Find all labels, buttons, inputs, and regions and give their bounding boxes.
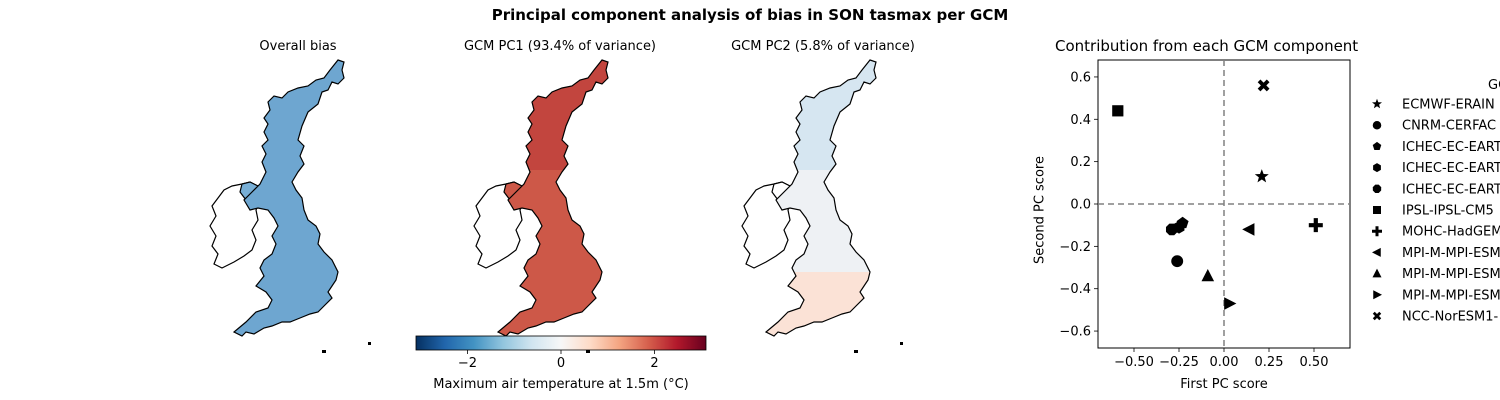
plus-icon [1308,218,1323,233]
legend-label-6: IPSL-IPSL-CM5 [1402,204,1494,219]
legend-label-4: ICHEC-EC-EART [1402,161,1500,176]
legend-marker-9 [1372,268,1382,278]
legend-marker-6 [1373,206,1381,214]
triangle-left-icon [1372,247,1381,257]
triangle-right-icon [1224,297,1237,310]
star-icon [1372,98,1382,109]
y-tick-label: 0.2 [1070,155,1091,170]
star-icon [1254,169,1269,183]
figure-title: Principal component analysis of bias in … [491,6,1009,24]
hexagon-icon [1373,163,1381,173]
island-dot [854,350,858,353]
legend-marker-10 [1373,290,1382,300]
x-tick-label: −0.50 [1114,355,1154,370]
island-dot [368,342,371,345]
legend-title: GC [1488,78,1500,93]
legend-label-2: CNRM-CERFAC [1402,119,1496,134]
x-tick-label: 0.25 [1255,355,1284,370]
legend-marker-3 [1372,141,1382,151]
x-icon [1257,79,1270,92]
data-point-6 [1112,105,1124,117]
octagon-icon [1372,184,1382,193]
y-tick-label: −0.4 [1059,282,1091,297]
triangle-right-icon [1373,290,1382,300]
circle-icon [1171,255,1184,268]
legend-label-1: ECMWF-ERAIN [1402,98,1495,113]
legend-marker-4 [1373,163,1381,173]
y-tick-label: 0.4 [1070,113,1091,128]
island-dot [322,350,326,353]
colorbar-tick-label: 0 [557,356,565,371]
legend-label-10: MPI-M-MPI-ESM [1402,288,1500,303]
data-point-9 [1201,269,1215,282]
data-point-11 [1257,79,1270,92]
legend-label-9: MPI-M-MPI-ESM [1402,267,1500,282]
legend-marker-2 [1372,120,1382,130]
legend-label-3: ICHEC-EC-EART [1402,140,1500,155]
data-point-2 [1171,255,1184,268]
legend-label-11: NCC-NorESM1- [1402,310,1499,325]
x-tick-label: 0.00 [1210,355,1239,370]
y-tick-label: −0.6 [1059,325,1091,340]
legend-marker-5 [1372,184,1382,193]
x-tick-label: −0.25 [1159,355,1199,370]
colorbar-label: Maximum air temperature at 1.5m (°C) [433,377,689,392]
colorbar: −2 0 2 [415,335,707,371]
map-title-pc2: GCM PC2 (5.8% of variance) [731,39,915,54]
legend-label-5: ICHEC-EC-EART [1402,182,1500,197]
circle-icon [1372,120,1382,130]
data-point-10 [1224,297,1237,310]
island-dot [586,350,590,353]
data-point-8 [1242,223,1255,236]
y-tick-label: 0.0 [1070,198,1091,213]
legend-marker-1 [1372,98,1382,109]
map-overall-bias [209,59,371,353]
pentagon-icon [1372,141,1382,151]
map-title-overall-bias: Overall bias [259,39,337,54]
square-icon [1112,105,1124,117]
triangle-up-icon [1201,269,1215,282]
data-point-7 [1308,218,1323,233]
colorbar-tick-label: 2 [650,356,658,371]
island-dot [900,342,903,345]
colorbar-tick-label: −2 [458,356,477,371]
legend-marker-7 [1372,226,1382,237]
triangle-up-icon [1372,268,1382,278]
data-point-1 [1254,169,1269,183]
legend-label-7: MOHC-HadGEM [1402,225,1500,240]
data-point-5 [1165,223,1178,236]
y-tick-label: −0.2 [1059,240,1091,255]
map-title-pc1: GCM PC1 (93.4% of variance) [463,39,657,54]
plus-icon [1372,226,1382,237]
map-pc2 [741,59,903,353]
legend-marker-11 [1372,311,1382,321]
chart-title: Contribution from each GCM component [1055,37,1359,55]
octagon-icon [1165,223,1178,236]
triangle-left-icon [1242,223,1255,236]
x-tick-label: 0.50 [1300,355,1329,370]
x-icon [1372,311,1382,321]
square-icon [1373,206,1381,214]
legend-label-8: MPI-M-MPI-ESM [1402,246,1500,261]
y-tick-label: 0.6 [1070,70,1091,85]
x-axis-label: First PC score [1180,377,1268,392]
legend-marker-8 [1372,247,1381,257]
